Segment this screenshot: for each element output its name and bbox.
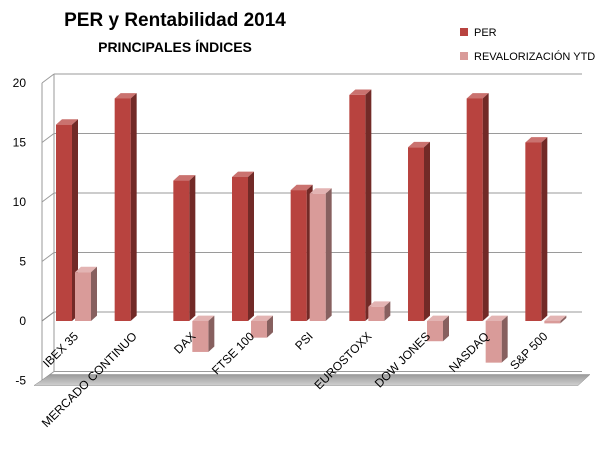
chart-floor-slab (33, 374, 591, 386)
bar (192, 315, 215, 352)
bar (466, 93, 489, 321)
bar (485, 315, 508, 363)
y-tick-label: 0 (19, 314, 26, 328)
bar-top-face (232, 171, 254, 178)
bar (427, 315, 449, 342)
bar (349, 89, 372, 322)
bar-side-face (424, 141, 430, 321)
bar-front-face (192, 321, 209, 352)
bar-front-face (485, 321, 502, 363)
bar-top-face (290, 184, 313, 191)
bar-front-face (232, 177, 248, 321)
bar (114, 93, 137, 321)
bar-top-face (408, 141, 430, 148)
legend-label: PER (474, 27, 497, 39)
bar-side-face (208, 315, 215, 352)
bar-side-face (91, 266, 97, 321)
y-tick-label: 15 (13, 136, 27, 150)
y-tick-label: 5 (19, 255, 26, 269)
bar-side-face (384, 301, 391, 321)
gridline-diagonal (41, 192, 55, 203)
bar-front-face (75, 272, 91, 321)
x-tick-label: S&P 500 (507, 329, 550, 372)
bar-top-face (349, 89, 372, 95)
bar (525, 137, 548, 321)
bar-top-face (192, 315, 215, 321)
bar-side-face (501, 315, 508, 363)
bar-front-face (349, 94, 366, 322)
bar-front-face (290, 190, 307, 321)
gridline-diagonal (41, 252, 55, 262)
bar-top-face (427, 315, 449, 321)
bar-top-face (309, 188, 332, 194)
bar (173, 175, 196, 321)
bar-front-face (173, 180, 190, 321)
bar-front-face (427, 321, 443, 342)
bar-top-face (75, 266, 97, 273)
bar-front-face (251, 321, 267, 338)
bar (251, 315, 273, 338)
bar (232, 171, 254, 321)
bar-top-face (368, 301, 391, 307)
legend: PER REVALORIZACIÓN YTD (460, 27, 595, 63)
chart-subtitle: PRINCIPALES ÍNDICES (98, 39, 252, 55)
bar-front-face (544, 321, 561, 324)
x-tick-label: IBEX 35 (40, 329, 81, 370)
x-tick-label: FTSE 100 (209, 329, 257, 377)
bar-side-face (130, 93, 137, 321)
bar-side-face (248, 171, 254, 321)
bar (408, 141, 430, 321)
x-tick-label: NASDAQ (446, 329, 492, 375)
bar-top-face (251, 315, 273, 321)
bar-side-face (72, 119, 78, 321)
legend-swatch (460, 52, 468, 60)
bar (56, 119, 78, 322)
bar-side-face (189, 175, 196, 321)
x-tick-label: PSI (292, 329, 316, 353)
y-tick-label: 20 (13, 76, 27, 90)
bar-top-face (544, 315, 567, 321)
bar-top-face (466, 93, 489, 99)
chart-floor (33, 374, 591, 386)
bar (290, 184, 313, 321)
bar-side-face (325, 188, 332, 321)
bar-side-face (267, 315, 273, 338)
zero-plane-edge (41, 311, 55, 322)
bar-top-face (173, 175, 196, 181)
bar-front-face (408, 147, 424, 321)
bar-top-face (114, 93, 137, 99)
bar (544, 315, 567, 324)
bar-front-face (525, 142, 542, 321)
bar-front-face (56, 124, 72, 322)
bars (56, 89, 567, 363)
bar-side-face (560, 315, 567, 324)
legend-label: REVALORIZACIÓN YTD (474, 50, 595, 63)
bar (309, 188, 332, 321)
gridline-diagonal (41, 133, 55, 143)
bar-top-face (525, 137, 548, 143)
bar-top-face (56, 119, 78, 125)
bar-front-face (309, 193, 326, 321)
bar-front-face (114, 98, 131, 321)
bar-side-face (443, 315, 449, 342)
y-tick-label: 10 (13, 195, 27, 209)
gridline-diagonal (41, 73, 55, 84)
bar-side-face (541, 137, 548, 321)
bar-top-face (485, 315, 508, 321)
legend-swatch (460, 28, 468, 36)
chart-title: PER y Rentabilidad 2014 (64, 10, 286, 31)
bar-front-face (368, 306, 385, 321)
bar (368, 301, 391, 321)
bar (75, 266, 97, 321)
y-axis: -5 0 5 10 15 20 (13, 76, 27, 388)
y-tick-label: -5 (15, 374, 26, 388)
bar-side-face (365, 89, 372, 321)
bar-side-face (482, 93, 489, 321)
bar-front-face (466, 98, 483, 321)
